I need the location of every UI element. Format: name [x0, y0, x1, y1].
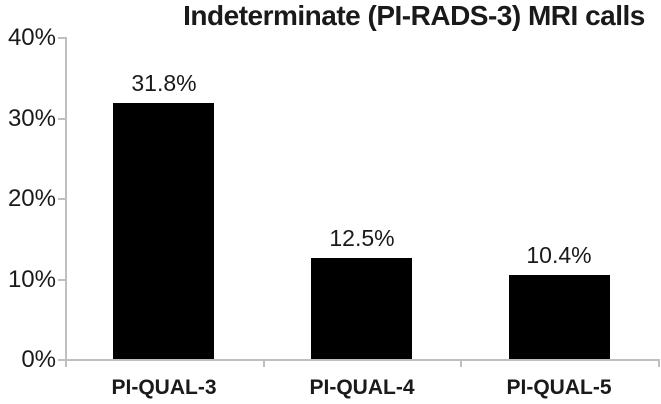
- y-axis-tick-label: 40%: [7, 24, 56, 51]
- x-axis-tick: [263, 361, 265, 367]
- bar: [113, 103, 214, 359]
- y-axis-tick: [58, 278, 65, 281]
- x-axis-tick: [460, 361, 462, 367]
- x-axis-tick: [65, 361, 67, 367]
- y-axis-tick-label: 30%: [7, 104, 56, 132]
- y-axis-line: [65, 37, 67, 361]
- bar: [311, 258, 412, 359]
- y-axis-tick: [58, 198, 65, 200]
- bar-value-label: 31.8%: [131, 70, 197, 96]
- y-axis-tick: [58, 359, 65, 361]
- x-axis-tick-label: PI-QUAL-5: [506, 376, 612, 399]
- y-axis-tick: [58, 117, 65, 120]
- bar-value-label: 12.5%: [329, 225, 395, 251]
- y-axis-tick-label: 20%: [7, 185, 56, 212]
- x-axis-tick: [658, 361, 660, 367]
- x-axis-line: [65, 359, 660, 361]
- chart-title: Indeterminate (PI-RADS-3) MRI calls: [183, 0, 645, 31]
- x-axis-tick-label: PI-QUAL-4: [309, 376, 415, 399]
- x-axis-tick-label: PI-QUAL-3: [111, 376, 217, 399]
- y-axis-tick-label: 10%: [7, 265, 56, 293]
- bar: [509, 275, 610, 359]
- y-axis-tick-label: 0%: [21, 346, 56, 373]
- y-axis-tick: [58, 37, 65, 39]
- bar-value-label: 10.4%: [526, 242, 592, 268]
